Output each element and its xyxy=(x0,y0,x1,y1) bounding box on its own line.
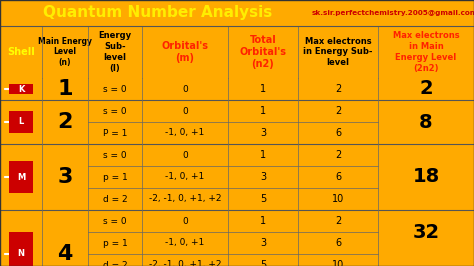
Text: 1: 1 xyxy=(260,106,266,116)
Text: d = 2: d = 2 xyxy=(103,260,128,266)
Text: 1: 1 xyxy=(260,150,266,160)
Text: 3: 3 xyxy=(260,128,266,138)
Text: 6: 6 xyxy=(335,238,341,248)
Text: s = 0: s = 0 xyxy=(103,217,127,226)
Text: 5: 5 xyxy=(260,260,266,266)
Text: 0: 0 xyxy=(182,151,188,160)
Text: Total
Orbital's
(n2): Total Orbital's (n2) xyxy=(239,35,286,69)
Text: -1, 0, +1: -1, 0, +1 xyxy=(165,239,205,247)
Text: 18: 18 xyxy=(412,168,439,186)
Text: K: K xyxy=(18,85,24,94)
Text: p = 1: p = 1 xyxy=(103,172,128,181)
Text: p = 1: p = 1 xyxy=(103,239,128,247)
FancyBboxPatch shape xyxy=(9,84,33,94)
Text: 10: 10 xyxy=(332,194,344,204)
Text: 10: 10 xyxy=(332,260,344,266)
FancyBboxPatch shape xyxy=(9,161,33,193)
Text: s = 0: s = 0 xyxy=(103,106,127,115)
Text: 3: 3 xyxy=(260,238,266,248)
FancyBboxPatch shape xyxy=(9,232,33,266)
Text: sk.sir.perfectchemistry.2005@gmail.com: sk.sir.perfectchemistry.2005@gmail.com xyxy=(311,10,474,16)
Text: 2: 2 xyxy=(335,84,341,94)
Text: 1: 1 xyxy=(57,79,73,99)
Text: 2: 2 xyxy=(57,112,73,132)
Text: -2, -1, 0, +1, +2: -2, -1, 0, +1, +2 xyxy=(149,194,221,203)
Text: 3: 3 xyxy=(260,172,266,182)
Text: N: N xyxy=(18,250,25,259)
Text: 8: 8 xyxy=(419,113,433,131)
Text: 32: 32 xyxy=(412,222,439,242)
Text: M: M xyxy=(17,172,25,181)
Text: Main Energy
Level
(n): Main Energy Level (n) xyxy=(38,37,92,67)
Text: Orbital's
(m): Orbital's (m) xyxy=(162,41,209,63)
Text: -1, 0, +1: -1, 0, +1 xyxy=(165,128,205,138)
Text: 6: 6 xyxy=(335,128,341,138)
Text: 1: 1 xyxy=(260,84,266,94)
Text: 0: 0 xyxy=(182,217,188,226)
Text: 0: 0 xyxy=(182,85,188,94)
Text: s = 0: s = 0 xyxy=(103,85,127,94)
Text: 6: 6 xyxy=(335,172,341,182)
Text: 4: 4 xyxy=(57,244,73,264)
FancyBboxPatch shape xyxy=(9,111,33,133)
Text: 2: 2 xyxy=(419,80,433,98)
Text: P = 1: P = 1 xyxy=(103,128,127,138)
Text: 2: 2 xyxy=(335,106,341,116)
Text: s = 0: s = 0 xyxy=(103,151,127,160)
Text: Max electrons
in Main
Energy Level
(2n2): Max electrons in Main Energy Level (2n2) xyxy=(392,31,459,73)
Text: 2: 2 xyxy=(335,216,341,226)
Text: Quantum Number Analysis: Quantum Number Analysis xyxy=(44,6,273,20)
Text: Shell: Shell xyxy=(7,47,35,57)
Text: 3: 3 xyxy=(57,167,73,187)
Text: d = 2: d = 2 xyxy=(103,194,128,203)
Text: Max electrons
in Energy Sub-
level: Max electrons in Energy Sub- level xyxy=(303,37,373,67)
Text: L: L xyxy=(18,118,24,127)
Text: 1: 1 xyxy=(260,216,266,226)
Text: -1, 0, +1: -1, 0, +1 xyxy=(165,172,205,181)
Text: -2, -1, 0, +1, +2: -2, -1, 0, +1, +2 xyxy=(149,260,221,266)
Text: 0: 0 xyxy=(182,106,188,115)
Text: 5: 5 xyxy=(260,194,266,204)
Text: 2: 2 xyxy=(335,150,341,160)
Text: Energy
Sub-
level
(l): Energy Sub- level (l) xyxy=(99,31,132,73)
